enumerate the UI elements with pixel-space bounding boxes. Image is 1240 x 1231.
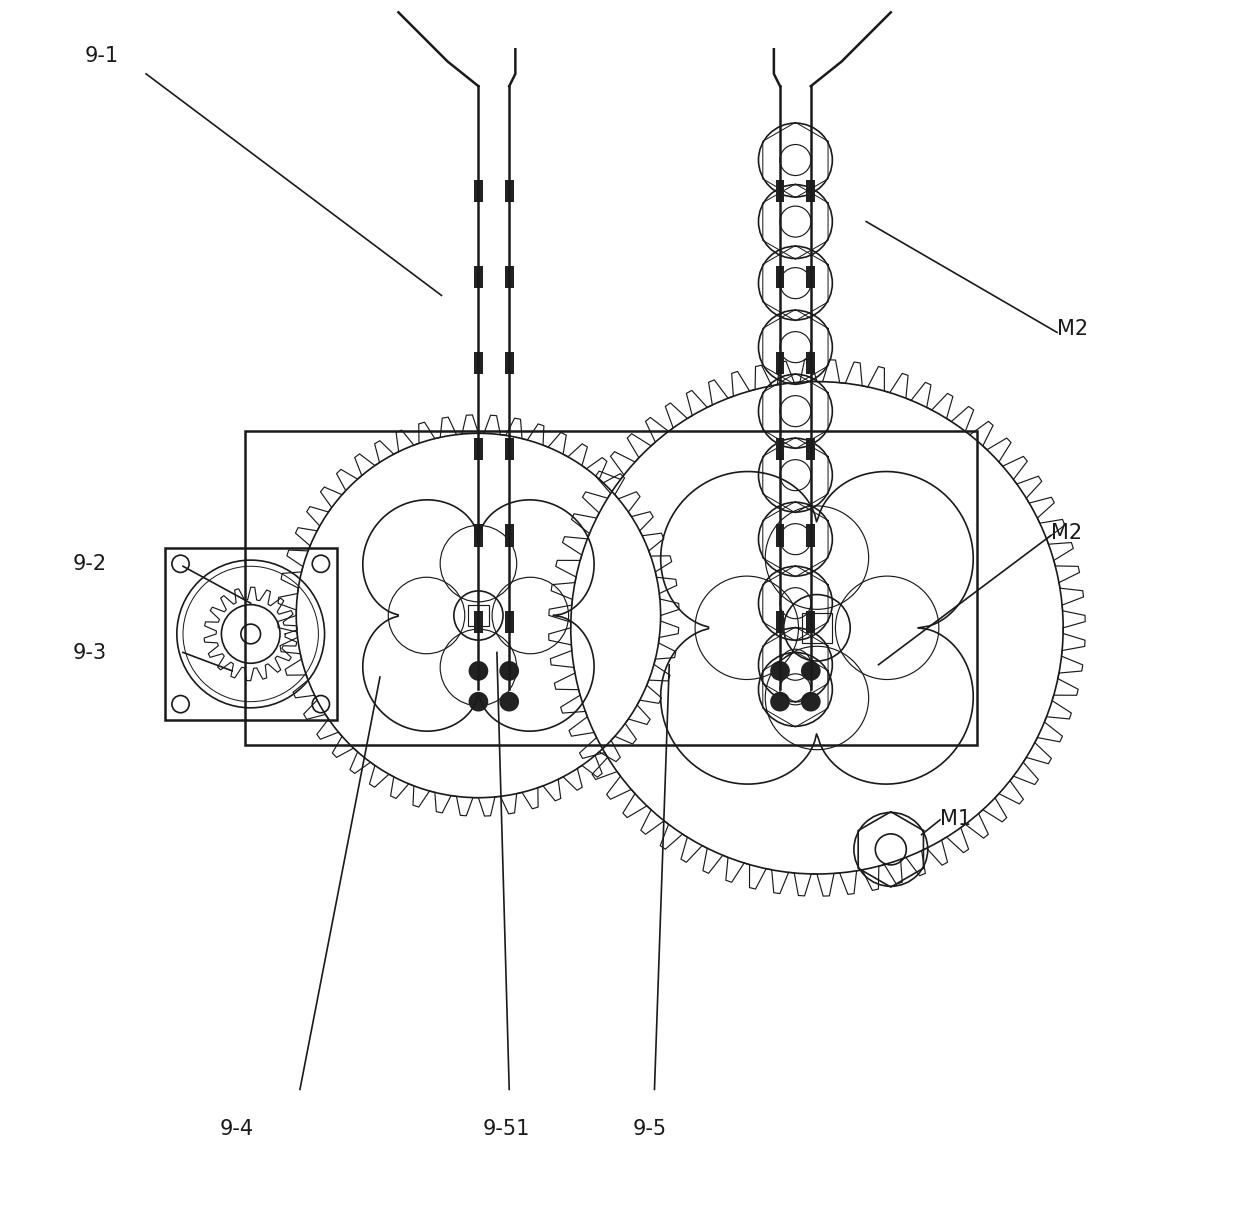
Circle shape (469, 692, 489, 712)
Bar (474, 611, 482, 633)
Bar (776, 266, 785, 288)
Bar (776, 524, 785, 547)
Bar (505, 611, 513, 633)
Bar (806, 266, 815, 288)
Bar (474, 524, 482, 547)
Bar (776, 611, 785, 633)
Bar (806, 352, 815, 374)
Bar (806, 180, 815, 202)
Circle shape (469, 661, 489, 681)
Bar (776, 438, 785, 460)
Bar (505, 438, 513, 460)
Bar (474, 352, 482, 374)
Text: 9-4: 9-4 (219, 1119, 254, 1139)
Circle shape (770, 661, 790, 681)
Text: M2: M2 (1050, 523, 1083, 543)
Text: M1: M1 (940, 809, 971, 828)
Text: 9-2: 9-2 (72, 554, 107, 574)
Circle shape (770, 692, 790, 712)
Bar (802, 613, 832, 643)
Bar (474, 438, 482, 460)
Bar (806, 611, 815, 633)
Bar (776, 352, 785, 374)
Bar (244, 431, 977, 745)
Circle shape (801, 692, 821, 712)
Bar (474, 266, 482, 288)
Bar (505, 524, 513, 547)
Bar (776, 180, 785, 202)
Text: 9-1: 9-1 (84, 46, 119, 65)
Text: 9-3: 9-3 (72, 643, 107, 662)
Bar (467, 604, 490, 627)
Circle shape (500, 661, 520, 681)
Text: M2: M2 (1056, 319, 1089, 339)
Circle shape (801, 661, 821, 681)
Bar (505, 352, 513, 374)
Bar (474, 180, 482, 202)
Text: 9-51: 9-51 (482, 1119, 529, 1139)
Bar (505, 180, 513, 202)
Bar (806, 438, 815, 460)
Bar (505, 266, 513, 288)
Bar (806, 524, 815, 547)
Bar (165, 548, 337, 720)
Circle shape (500, 692, 520, 712)
Text: 9-5: 9-5 (632, 1119, 666, 1139)
